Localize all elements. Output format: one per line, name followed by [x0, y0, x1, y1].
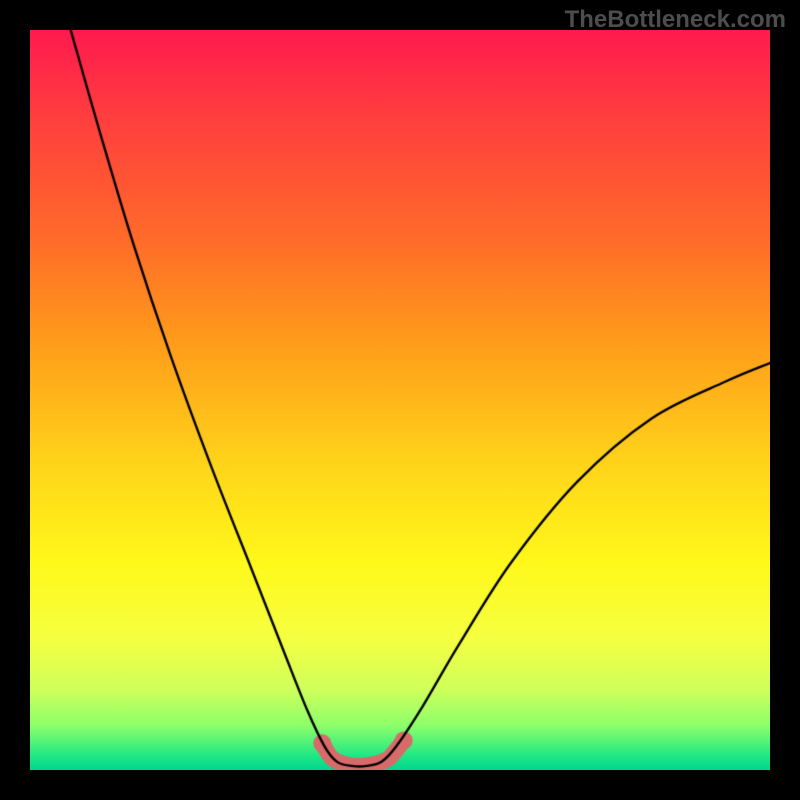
watermark-label: TheBottleneck.com	[565, 6, 786, 34]
bottleneck-curve	[30, 30, 770, 770]
plot-area	[30, 30, 770, 770]
